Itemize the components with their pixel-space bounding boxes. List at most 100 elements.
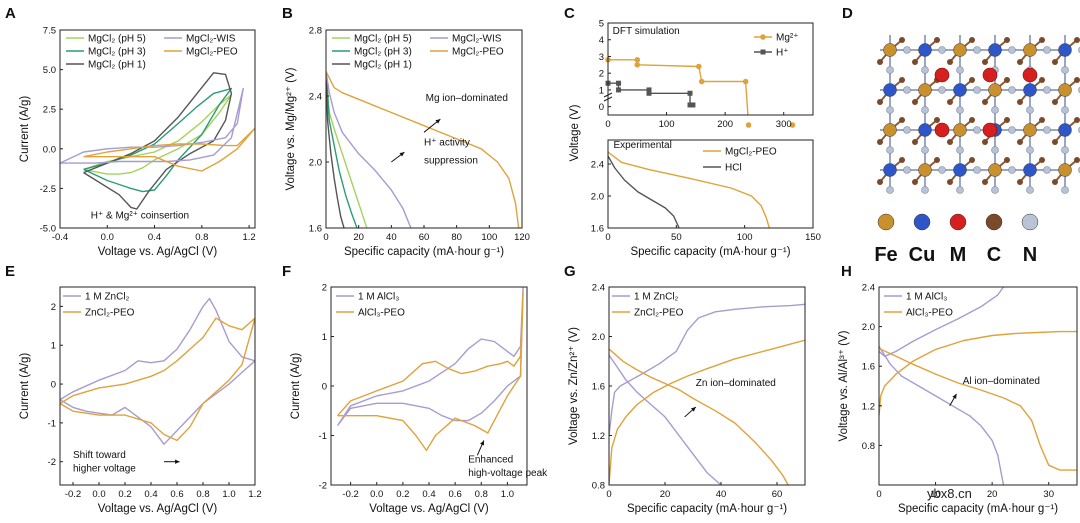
x-tick-label-F-1: 0.0 bbox=[370, 489, 383, 500]
annotation-B-0: Mg ion–dominated bbox=[426, 93, 508, 104]
data-point-C1-1-3 bbox=[646, 87, 652, 93]
atom-c bbox=[934, 117, 940, 123]
x-tick-label-C1-3: 300 bbox=[776, 119, 792, 130]
panel-label-A: A bbox=[5, 5, 16, 22]
legend-atom-n bbox=[1021, 213, 1039, 231]
atom-n bbox=[1061, 106, 1069, 114]
axes-frame-C1 bbox=[607, 22, 814, 116]
x-tick-label-H-3: 30 bbox=[1043, 489, 1054, 500]
atom-n bbox=[1026, 186, 1034, 194]
atom-c bbox=[1074, 157, 1080, 163]
atom-n bbox=[903, 126, 911, 134]
legend-label-B-4: MgCl₂ (pH 1) bbox=[354, 60, 412, 71]
atom-c bbox=[877, 139, 883, 145]
data-point-C1-1-6 bbox=[687, 102, 693, 108]
legend-label-A-2: MgCl₂ (pH 3) bbox=[88, 47, 146, 58]
atom-n bbox=[886, 106, 894, 114]
legend-label-F-1: AlCl₃-PEO bbox=[358, 308, 405, 319]
series-line-B-3 bbox=[326, 71, 412, 228]
atom-fe bbox=[883, 43, 897, 57]
atom-n bbox=[938, 86, 946, 94]
atom-c bbox=[877, 59, 883, 65]
legend-label-A-0: MgCl₂ (pH 5) bbox=[88, 34, 146, 45]
panel-label-H: H bbox=[841, 263, 852, 280]
panel-label-B: B bbox=[282, 5, 293, 22]
x-tick-label-C1-0: 0 bbox=[605, 119, 610, 130]
atom-c bbox=[1039, 77, 1045, 83]
y-tick-label-G-2: 1.6 bbox=[592, 382, 605, 393]
y-tick-label-C1-5: 5 bbox=[599, 19, 604, 30]
atom-c bbox=[912, 179, 918, 185]
x-tick-label-B-4: 80 bbox=[451, 232, 462, 243]
series-line-C2-1 bbox=[608, 155, 680, 228]
atom-c bbox=[982, 179, 988, 185]
x-tick-label-E-6: 1.0 bbox=[222, 489, 235, 500]
legend-label-H-1: AlCl₃-PEO bbox=[906, 308, 953, 319]
atom-c bbox=[1074, 37, 1080, 43]
atom-fe bbox=[953, 123, 967, 137]
atom-cu bbox=[1023, 83, 1037, 97]
panel-label-E: E bbox=[5, 263, 15, 280]
y-tick-label-A-5: 7.5 bbox=[43, 26, 56, 37]
legend-label-B-1: MgCl₂-WIS bbox=[452, 34, 502, 45]
annotation-C2-0: Experimental bbox=[613, 140, 671, 151]
legend-atom-cu bbox=[913, 213, 931, 231]
x-tick-label-F-5: 0.8 bbox=[475, 489, 488, 500]
atom-n bbox=[886, 66, 894, 74]
atom-c bbox=[1004, 157, 1010, 163]
data-point-C1-0-7 bbox=[789, 122, 796, 128]
legend-label-H-0: 1 M AlCl₃ bbox=[906, 292, 947, 303]
atom-n bbox=[991, 186, 999, 194]
axes-frame-C2 bbox=[607, 139, 814, 229]
atom-n bbox=[956, 186, 964, 194]
atom-c bbox=[899, 117, 905, 123]
x-tick-label-F-6: 1.0 bbox=[501, 489, 514, 500]
y-tick-label-E-3: 1 bbox=[51, 341, 56, 352]
y-tick-label-G-1: 1.2 bbox=[592, 431, 605, 442]
y-tick-label-H-1: 1.2 bbox=[862, 401, 875, 412]
atom-m bbox=[982, 67, 998, 83]
atom-c bbox=[1052, 179, 1058, 185]
atom-n bbox=[1043, 126, 1051, 134]
x-tick-label-E-4: 0.6 bbox=[170, 489, 183, 500]
x-tick-label-G-1: 20 bbox=[660, 489, 671, 500]
legend-label-G-0: 1 M ZnCl₂ bbox=[634, 292, 679, 303]
atom-c bbox=[877, 179, 883, 185]
y-axis-label-H: Voltage vs. Al/Al³⁺ (V) bbox=[838, 330, 850, 441]
x-tick-label-H-2: 20 bbox=[987, 489, 998, 500]
atom-n bbox=[921, 106, 929, 114]
atom-n bbox=[1043, 86, 1051, 94]
annotation-arrowhead-B-0 bbox=[435, 119, 441, 124]
legend-label-C2-0: MgCl₂-PEO bbox=[725, 147, 777, 158]
x-tick-label-E-5: 0.8 bbox=[196, 489, 209, 500]
atom-cu bbox=[953, 163, 967, 177]
legend-label-C1-0: Mg²⁺ bbox=[776, 33, 799, 44]
atom-fe bbox=[918, 163, 932, 177]
series-line-H-2 bbox=[879, 330, 1077, 416]
atom-n bbox=[973, 126, 981, 134]
atom-c bbox=[969, 117, 975, 123]
x-tick-label-H-0: 0 bbox=[876, 489, 881, 500]
atom-fe bbox=[953, 43, 967, 57]
x-axis-label-A: Voltage vs. Ag/AgCl (V) bbox=[98, 246, 218, 258]
x-axis-label-G: Specific capacity (mA·hour g⁻¹) bbox=[627, 503, 787, 515]
atom-c bbox=[1052, 139, 1058, 145]
legend-atom-c bbox=[985, 213, 1003, 231]
series-line-H-1 bbox=[879, 346, 1005, 485]
legend-label-E-1: ZnCl₂-PEO bbox=[85, 308, 135, 319]
y-axis-label-G: Voltage vs. Zn/Zn²⁺ (V) bbox=[568, 327, 580, 445]
atom-fe bbox=[1023, 123, 1037, 137]
annotation-arrowhead-E-0 bbox=[175, 459, 180, 464]
x-tick-label-A-2: 0.4 bbox=[148, 232, 161, 243]
atom-c bbox=[1017, 99, 1023, 105]
series-line-E-0 bbox=[60, 297, 255, 445]
atom-c bbox=[934, 37, 940, 43]
x-tick-label-A-4: 1.2 bbox=[242, 232, 255, 243]
data-point-C1-0-4 bbox=[698, 78, 705, 85]
x-tick-label-C2-3: 150 bbox=[805, 232, 821, 243]
y-tick-label-B-2: 2.4 bbox=[309, 92, 322, 103]
atom-n bbox=[991, 106, 999, 114]
x-tick-label-E-0: -0.2 bbox=[65, 489, 81, 500]
watermark-text: ybx8.cn bbox=[927, 486, 972, 501]
atom-n bbox=[921, 146, 929, 154]
